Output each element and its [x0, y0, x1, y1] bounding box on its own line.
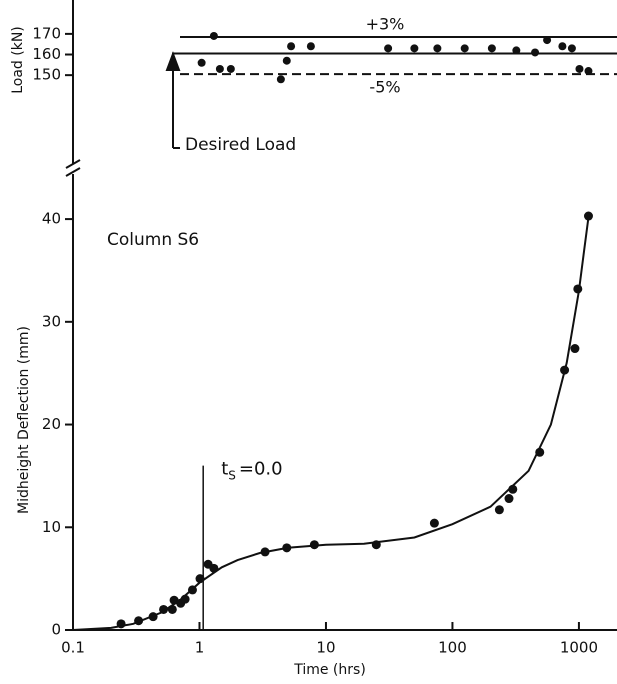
data-point	[531, 48, 540, 57]
y-tick-label: 10	[42, 518, 61, 536]
data-point	[276, 75, 285, 84]
y-tick-label: 0	[51, 621, 61, 639]
reference-label: +3%	[366, 14, 405, 33]
annotation: Desired Load	[185, 135, 296, 155]
y-axis-label: Midheight Deflection (mm)	[16, 326, 32, 514]
data-point	[209, 31, 218, 40]
data-point	[306, 42, 315, 51]
y-axis-label: Load (kN)	[10, 26, 26, 94]
data-point	[504, 494, 514, 504]
data-point	[197, 58, 206, 67]
data-point	[494, 505, 504, 515]
chart-title: Column S6	[107, 230, 199, 250]
data-point	[429, 518, 439, 528]
data-point	[584, 67, 593, 76]
data-point	[282, 56, 291, 65]
axis-break	[65, 159, 81, 177]
data-point	[487, 44, 496, 53]
data-point	[567, 44, 576, 53]
data-point	[287, 42, 296, 51]
arrow	[165, 51, 181, 149]
axes	[72, 0, 617, 631]
data-point	[460, 44, 469, 53]
y-tick-label: 160	[32, 45, 61, 63]
x-tick-label: 10	[316, 639, 335, 657]
ts-label-part: t	[221, 459, 228, 480]
data-point	[512, 46, 521, 55]
x-tick-label: 1000	[560, 639, 598, 657]
x-axis-label: Time (hrs)	[293, 662, 366, 678]
x-tick-label: 0.1	[61, 639, 85, 657]
y-tick-label: 40	[42, 210, 61, 228]
data-point	[433, 44, 442, 53]
ts-label-part: =0.0	[239, 459, 283, 480]
data-point	[575, 64, 584, 73]
data-point	[570, 344, 580, 354]
data-point	[410, 44, 419, 53]
x-tick-label: 1	[195, 639, 205, 657]
x-tick-label: 100	[438, 639, 467, 657]
fit-curve	[72, 213, 590, 631]
ts-label-part: S	[228, 468, 236, 482]
reference-label: -5%	[369, 78, 400, 97]
y-tick-label: 20	[42, 415, 61, 433]
data-point	[226, 64, 235, 73]
y-tick-label: 30	[42, 312, 61, 330]
y-tick-label: 170	[32, 24, 61, 42]
data-point	[384, 44, 393, 53]
y-tick-label: 150	[32, 66, 61, 84]
data-point	[215, 64, 224, 73]
ts-label: tS =0.0	[221, 459, 282, 483]
data-point	[558, 42, 567, 51]
data-point	[543, 36, 552, 45]
